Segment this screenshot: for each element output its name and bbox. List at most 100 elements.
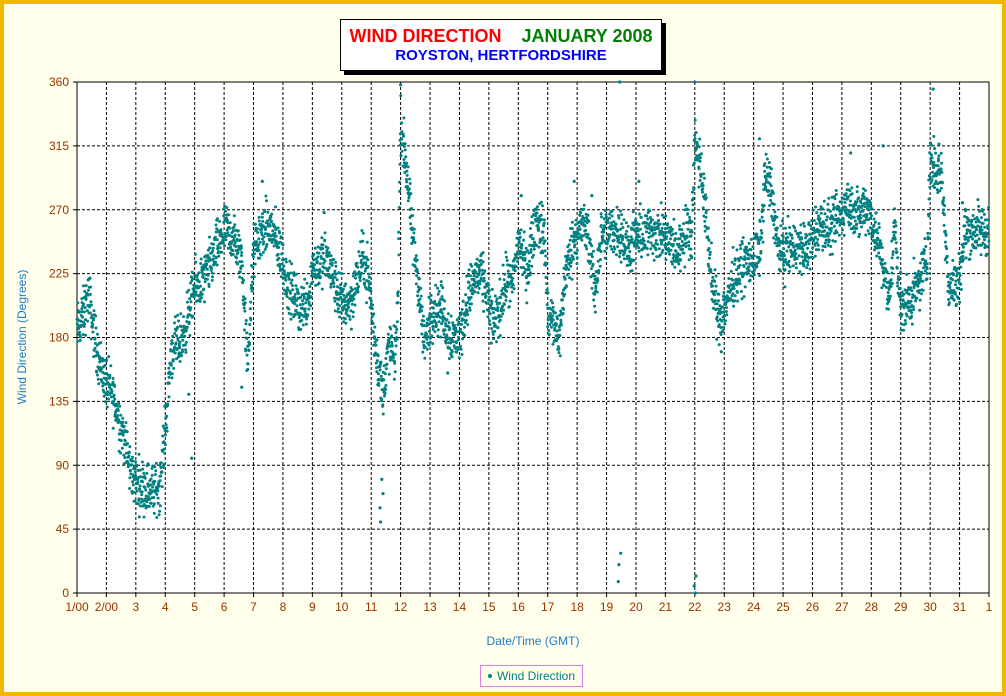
data-point	[215, 238, 219, 242]
data-point	[414, 254, 418, 258]
data-point	[667, 250, 671, 253]
data-point	[511, 276, 515, 280]
data-point	[661, 248, 665, 252]
data-point	[886, 281, 890, 285]
data-point	[236, 248, 240, 252]
data-point	[208, 246, 212, 250]
data-point	[738, 243, 742, 247]
data-point	[439, 308, 443, 312]
data-point	[154, 469, 158, 473]
data-point	[806, 263, 810, 267]
data-point	[896, 256, 900, 260]
data-point	[616, 580, 620, 584]
data-point	[687, 258, 691, 262]
data-point	[301, 302, 305, 306]
data-point	[478, 270, 481, 274]
data-point	[767, 189, 771, 193]
data-point	[214, 260, 218, 264]
data-point	[573, 239, 577, 243]
data-point	[561, 298, 565, 302]
data-point	[149, 501, 153, 505]
data-point	[436, 328, 440, 332]
data-point	[345, 295, 348, 298]
data-point	[775, 215, 779, 219]
data-point	[162, 440, 166, 444]
data-point	[329, 285, 333, 289]
data-point	[369, 299, 373, 303]
data-point	[94, 326, 98, 330]
data-point	[358, 254, 362, 258]
data-point	[310, 271, 314, 275]
data-point	[979, 225, 983, 229]
data-point	[76, 339, 80, 343]
data-point	[555, 317, 559, 321]
data-point	[660, 241, 663, 245]
data-point	[668, 252, 672, 256]
x-tick-label: 10	[335, 600, 349, 614]
data-point	[672, 217, 676, 221]
data-point	[474, 271, 478, 275]
data-point	[81, 315, 84, 319]
data-point	[450, 355, 454, 359]
data-point	[436, 334, 440, 338]
data-point	[483, 269, 487, 273]
data-point	[292, 274, 296, 277]
data-point	[692, 584, 696, 588]
data-point	[837, 233, 841, 237]
data-point	[890, 239, 894, 243]
data-point	[805, 252, 809, 256]
data-point	[294, 299, 298, 303]
data-point	[872, 217, 876, 221]
data-point	[771, 191, 775, 195]
data-point	[852, 215, 856, 219]
data-point	[162, 426, 166, 430]
data-point	[431, 342, 435, 346]
data-point	[910, 289, 914, 293]
data-point	[482, 279, 486, 283]
data-point	[615, 253, 618, 257]
data-point	[490, 327, 494, 330]
data-point	[604, 215, 608, 219]
data-point	[249, 300, 253, 304]
data-point	[505, 259, 509, 262]
data-point	[647, 235, 651, 239]
data-point	[459, 311, 463, 315]
data-point	[282, 269, 286, 273]
data-point	[504, 298, 508, 302]
data-point	[332, 296, 336, 300]
data-point	[89, 300, 93, 304]
y-axis-label: Wind Direction (Degrees)	[15, 269, 29, 405]
data-point	[935, 188, 939, 192]
data-point	[530, 264, 534, 268]
data-point	[146, 495, 150, 499]
data-point	[158, 504, 162, 508]
data-point	[609, 244, 613, 248]
data-point	[452, 344, 456, 348]
data-point	[379, 360, 383, 364]
data-point	[954, 283, 957, 287]
data-point	[456, 338, 460, 342]
data-point	[888, 294, 892, 298]
data-point	[624, 221, 628, 225]
data-point	[167, 381, 171, 385]
data-point	[918, 298, 922, 302]
data-point	[503, 302, 506, 306]
data-point	[943, 229, 947, 233]
data-point	[140, 460, 144, 464]
data-point	[959, 288, 963, 291]
data-point	[312, 252, 316, 256]
data-point	[751, 265, 755, 269]
data-point	[589, 267, 593, 271]
data-point	[553, 311, 557, 315]
data-point	[732, 304, 736, 308]
data-point	[655, 255, 659, 259]
data-point	[412, 237, 416, 241]
data-point	[398, 189, 402, 193]
data-point	[257, 248, 261, 252]
data-point	[440, 322, 444, 326]
data-point	[604, 213, 608, 217]
data-point	[708, 253, 712, 257]
data-point	[137, 497, 141, 501]
data-point	[698, 159, 702, 163]
data-point	[742, 295, 746, 299]
